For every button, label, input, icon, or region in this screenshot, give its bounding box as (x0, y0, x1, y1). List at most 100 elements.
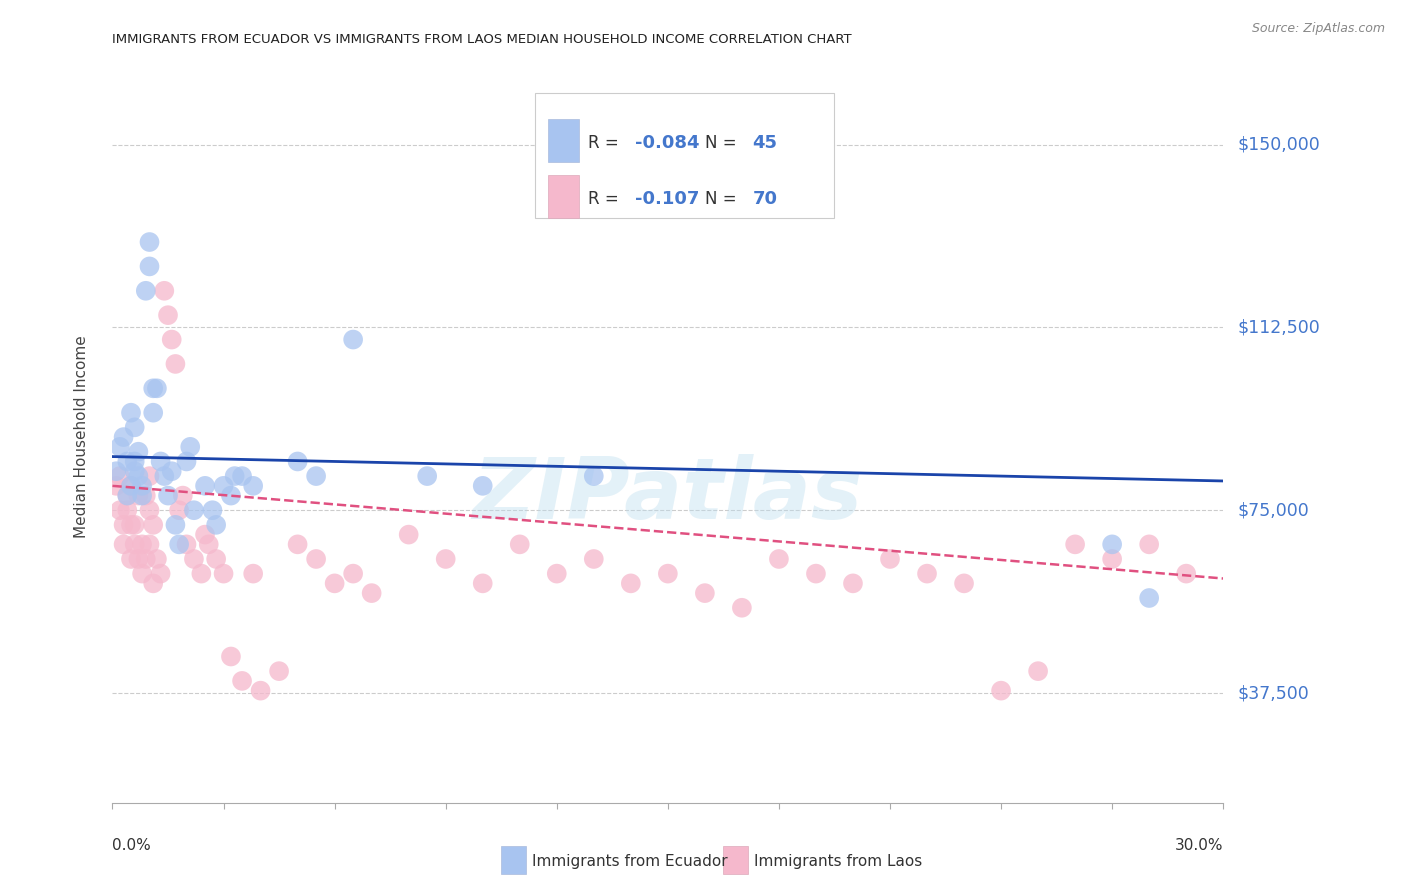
Point (117, 489, 139, 503)
Point (138, 537, 160, 551)
Point (108, 440, 131, 454)
Point (546, 566, 568, 581)
Point (135, 284, 157, 298)
Point (138, 235, 160, 249)
Point (112, 517, 135, 532)
Point (165, 517, 187, 532)
Point (287, 537, 309, 551)
Point (124, 420, 146, 434)
FancyBboxPatch shape (724, 846, 748, 874)
Point (135, 489, 157, 503)
Text: N =: N = (704, 134, 741, 152)
Point (1101, 552, 1123, 566)
Point (120, 479, 142, 493)
Point (582, 552, 605, 566)
Text: Source: ZipAtlas.com: Source: ZipAtlas.com (1251, 22, 1385, 36)
Point (267, 664, 291, 678)
FancyBboxPatch shape (548, 175, 579, 218)
Point (157, 308, 180, 322)
Point (1137, 591, 1160, 605)
Point (731, 600, 754, 615)
Point (124, 537, 146, 551)
Point (127, 552, 149, 566)
Point (120, 552, 142, 566)
Point (194, 527, 217, 541)
Point (1175, 566, 1198, 581)
Point (127, 489, 149, 503)
Point (471, 479, 494, 493)
Point (142, 381, 165, 395)
Text: R =: R = (588, 134, 624, 152)
Point (953, 576, 976, 591)
Point (305, 469, 328, 483)
Text: 70: 70 (752, 190, 778, 208)
Point (768, 552, 790, 566)
Text: 30.0%: 30.0% (1175, 838, 1223, 853)
Text: IMMIGRANTS FROM ECUADOR VS IMMIGRANTS FROM LAOS MEDIAN HOUSEHOLD INCOME CORRELAT: IMMIGRANTS FROM ECUADOR VS IMMIGRANTS FR… (112, 33, 852, 46)
Point (117, 489, 139, 503)
Point (124, 517, 146, 532)
Point (131, 489, 153, 503)
Point (242, 566, 264, 581)
Point (804, 566, 827, 581)
Text: 0.0%: 0.0% (112, 838, 152, 853)
FancyBboxPatch shape (534, 94, 835, 218)
Point (1137, 537, 1160, 551)
Point (149, 566, 172, 581)
Point (131, 537, 153, 551)
Point (167, 503, 190, 517)
Point (360, 586, 382, 600)
Point (915, 566, 938, 581)
Point (582, 469, 605, 483)
Point (231, 469, 253, 483)
Point (620, 576, 643, 591)
Point (179, 440, 201, 454)
Point (112, 537, 135, 551)
Point (693, 586, 716, 600)
Point (201, 503, 224, 517)
Point (176, 537, 198, 551)
Point (138, 260, 160, 274)
Text: ZIPatlas: ZIPatlas (472, 454, 863, 537)
Point (117, 503, 139, 517)
Point (194, 479, 217, 493)
Point (224, 469, 246, 483)
Point (165, 357, 187, 371)
Y-axis label: Median Household Income: Median Household Income (75, 335, 89, 539)
Point (842, 576, 865, 591)
Point (117, 454, 139, 468)
Point (212, 566, 235, 581)
Point (149, 454, 172, 468)
Point (242, 479, 264, 493)
Point (120, 517, 142, 532)
Text: N =: N = (704, 190, 741, 208)
Point (153, 284, 176, 298)
Point (127, 469, 149, 483)
Point (1101, 537, 1123, 551)
Text: $150,000: $150,000 (1237, 136, 1320, 153)
Text: 45: 45 (752, 134, 778, 152)
Point (153, 469, 176, 483)
Point (1026, 664, 1049, 678)
FancyBboxPatch shape (548, 120, 579, 162)
Point (416, 469, 439, 483)
Point (197, 537, 219, 551)
Point (342, 333, 364, 347)
Point (124, 464, 146, 478)
Point (657, 566, 679, 581)
Point (127, 444, 149, 458)
Text: -0.107: -0.107 (634, 190, 699, 208)
Point (120, 479, 142, 493)
Point (120, 406, 142, 420)
Point (146, 552, 169, 566)
Point (105, 464, 128, 478)
Point (205, 517, 228, 532)
Point (509, 537, 531, 551)
Point (124, 454, 146, 468)
Text: -0.084: -0.084 (634, 134, 699, 152)
Point (142, 406, 165, 420)
Point (160, 464, 183, 478)
Point (205, 552, 228, 566)
Point (190, 566, 212, 581)
Point (138, 503, 160, 517)
